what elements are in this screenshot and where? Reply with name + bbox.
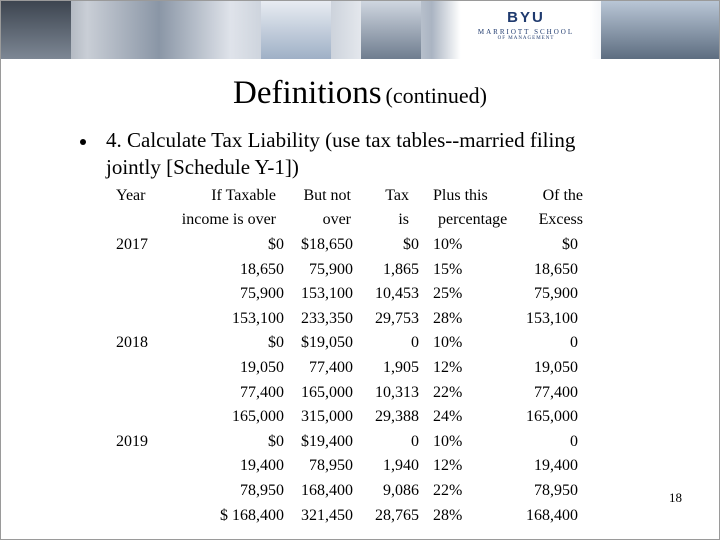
column-header: If Taxable (211, 187, 276, 204)
table-cell: 19,050 (534, 359, 578, 376)
table-cell: $0 (562, 236, 578, 253)
column-header: Tax (385, 187, 409, 204)
table-cell: 0 (411, 334, 419, 352)
table-cell: 1,940 (383, 457, 419, 475)
table-cell: 0 (411, 432, 419, 450)
table-cell: 19,400 (534, 457, 578, 475)
table-cell: 10% (433, 432, 463, 450)
table-cell: 25% (433, 285, 463, 303)
table-cell: 0 (570, 334, 578, 352)
table-cell: 9,086 (383, 482, 419, 499)
column-header: income is over (181, 211, 276, 228)
table-cell: 24% (433, 408, 463, 426)
table-cell: $19,050 (301, 334, 353, 352)
school-name: MARRIOTT SCHOOL (477, 28, 575, 36)
table-cell: $19,400 (301, 432, 353, 450)
table-cell: 165,000 (301, 383, 353, 401)
column-header: But not (303, 187, 351, 204)
table-cell: 78,950 (534, 482, 578, 499)
table-cell: 78,950 (240, 482, 284, 499)
table-cell: 315,000 (301, 408, 353, 426)
column-header: percentage (438, 211, 508, 228)
banner-photo (601, 1, 719, 59)
table-cell: 168,400 (526, 506, 578, 524)
table-cell: 28% (433, 506, 463, 524)
table-cell: $0 (268, 432, 284, 450)
title: Definitions (233, 75, 382, 111)
column-header: Excess (538, 211, 583, 228)
table-cell: 22% (433, 482, 463, 499)
table-cell: 153,100 (526, 309, 578, 327)
table-cell: 28% (433, 309, 463, 327)
table-cell: 1,905 (383, 359, 419, 376)
table-cell: 77,400 (309, 359, 353, 376)
table-cell: 1,865 (383, 260, 419, 278)
title-line: Definitions (continued) (1, 75, 719, 112)
table-cell: 10,453 (375, 285, 419, 303)
table-cell: 2018 (116, 334, 148, 352)
column-header: Plus this (433, 187, 488, 204)
table-cell: 233,350 (301, 309, 353, 327)
title-note: (continued) (385, 83, 487, 108)
column-header: Of the (542, 187, 583, 204)
logo: BYU MARRIOTT SCHOOL OF MANAGEMENT (463, 7, 589, 47)
table-cell: 29,753 (375, 309, 419, 327)
table-cell: 168,400 (301, 482, 353, 499)
school-subname: OF MANAGEMENT (497, 36, 555, 41)
table-cell: 165,000 (526, 408, 578, 426)
table-cell: 18,650 (534, 260, 578, 278)
table-cell: 18,650 (240, 260, 284, 278)
table-cell: 0 (570, 432, 578, 450)
table-cell: 75,900 (534, 285, 578, 303)
banner-photo (1, 1, 71, 59)
table-cell: 321,450 (301, 506, 353, 524)
table-cell: 19,400 (240, 457, 284, 475)
table-cell: $18,650 (301, 236, 353, 253)
logo-text: BYU (507, 9, 545, 26)
table-cell: 165,000 (232, 408, 284, 426)
table-cell: 78,950 (309, 457, 353, 475)
table-cell: 10,313 (375, 383, 419, 401)
table-cell: $ 168,400 (220, 506, 284, 524)
table-cell: 19,050 (240, 359, 284, 376)
bullet-text: 4. Calculate Tax Liability (use tax tabl… (106, 128, 576, 179)
table-cell: 2019 (116, 432, 148, 450)
column-header: over (322, 211, 351, 228)
table-cell: 15% (433, 260, 463, 278)
table-cell: 10% (433, 334, 463, 352)
column-header: Year (116, 187, 146, 204)
table-cell: 75,900 (240, 285, 284, 303)
page-number: 18 (669, 490, 682, 505)
table-cell: 77,400 (240, 383, 284, 401)
table-cell: 12% (433, 359, 463, 376)
column-header: is (398, 211, 409, 228)
table-cell: 29,388 (375, 408, 419, 426)
table-cell: 28,765 (375, 506, 419, 524)
banner: BYU MARRIOTT SCHOOL OF MANAGEMENT (1, 1, 719, 59)
table-cell: $0 (403, 236, 419, 253)
table-cell: 10% (433, 236, 463, 253)
table-cell: 12% (433, 457, 463, 475)
table-cell: 77,400 (534, 383, 578, 401)
bullet-dot (80, 139, 86, 145)
table-cell: 2017 (116, 236, 148, 253)
table-cell: $0 (268, 334, 284, 352)
table-cell: 153,100 (232, 309, 284, 327)
table-cell: 153,100 (301, 285, 353, 303)
banner-photo (261, 1, 331, 59)
table-cell: $0 (268, 236, 284, 253)
banner-photo (361, 1, 421, 59)
table-cell: 75,900 (309, 260, 353, 278)
table-cell: 22% (433, 383, 463, 401)
